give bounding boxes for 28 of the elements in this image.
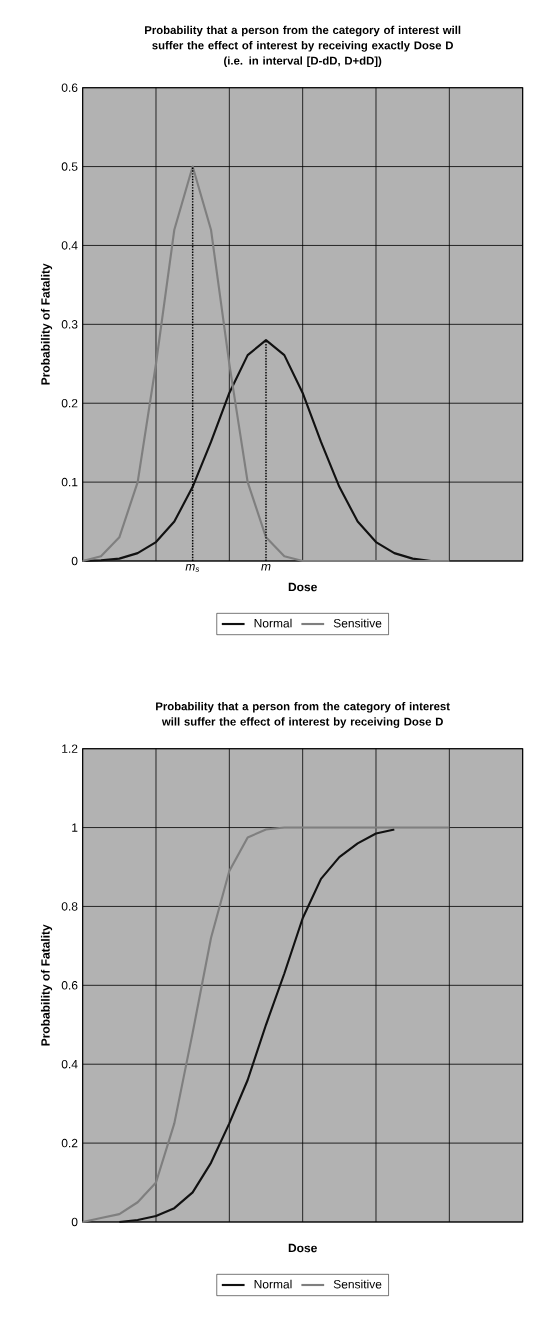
legend-label: Normal	[254, 618, 292, 628]
y-tick-label: 0.2	[61, 398, 78, 408]
x-axis-title: Dose	[288, 582, 317, 592]
y-axis-title: Probability of Fatality	[40, 263, 53, 385]
text: m	[261, 563, 271, 571]
y-tick-label: 0.6	[61, 981, 78, 990]
legend-label: Sensitive	[333, 618, 382, 628]
legend-label: Sensitive	[333, 1279, 382, 1289]
y-tick-label: 0.6	[61, 83, 78, 92]
y-tick-label: 0.1	[61, 477, 78, 487]
y-tick-label: 0	[71, 1217, 78, 1227]
y-tick-label: 0	[71, 556, 78, 566]
x-axis-title: Dose	[288, 1243, 317, 1253]
y-tick-label: 0.4	[61, 1059, 78, 1069]
chart-subtitle: (i.e. in interval [D-dD, D+dD])	[224, 56, 382, 67]
legend-label: Normal	[254, 1279, 292, 1289]
y-tick-label: 0.2	[61, 1138, 78, 1148]
y-axis-title: Probability of Fatality	[40, 924, 53, 1046]
y-tick-label: 0.5	[61, 162, 78, 171]
y-tick-label: 1	[72, 823, 78, 832]
text: m$_{s}$	[185, 563, 200, 572]
y-tick-label: 0.4	[61, 241, 78, 250]
chart-title: Probability that a person from the category of interest will suffer the effect of interest by receiving Dose D	[156, 702, 450, 728]
chart-title: Probability that a person from the category of interest will suffer the effect of interest by receiving exactly Dose D	[145, 25, 461, 52]
y-tick-label: 1.2	[62, 744, 78, 753]
line-series	[118, 828, 396, 1224]
y-tick-label: 0.3	[61, 320, 78, 329]
y-tick-label: 0.8	[61, 902, 78, 911]
